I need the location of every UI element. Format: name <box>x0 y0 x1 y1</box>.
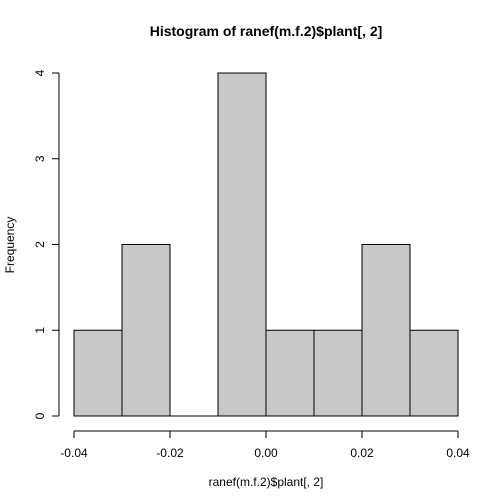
y-axis: 0 1 2 3 4 <box>33 69 60 419</box>
histogram-bar <box>361 244 411 417</box>
x-tick-label: -0.04 <box>60 446 88 460</box>
x-tick-label: 0.02 <box>350 446 374 460</box>
histogram-bar <box>217 72 267 417</box>
y-tick-label: 4 <box>33 69 47 76</box>
chart-title: Histogram of ranef(m.f.2)$plant[, 2] <box>150 23 383 39</box>
y-tick-label: 3 <box>33 155 47 162</box>
y-tick-label: 2 <box>33 241 47 248</box>
x-tick-label: 0.04 <box>446 446 470 460</box>
x-tick-label: -0.02 <box>156 446 184 460</box>
histogram-bar <box>73 329 123 417</box>
histogram-bar <box>265 329 315 417</box>
histogram-bar <box>121 244 171 417</box>
histogram-bar <box>313 329 363 417</box>
x-tick-label: 0.00 <box>254 446 278 460</box>
y-axis-label: Frequency <box>3 217 17 274</box>
x-axis: -0.04 -0.02 0.00 0.02 0.04 <box>60 430 470 460</box>
y-tick-label: 1 <box>33 327 47 334</box>
x-axis-label: ranef(m.f.2)$plant[, 2] <box>209 475 324 489</box>
bars-group <box>73 72 459 417</box>
histogram-bar <box>409 329 459 417</box>
y-tick-label: 0 <box>33 412 47 419</box>
